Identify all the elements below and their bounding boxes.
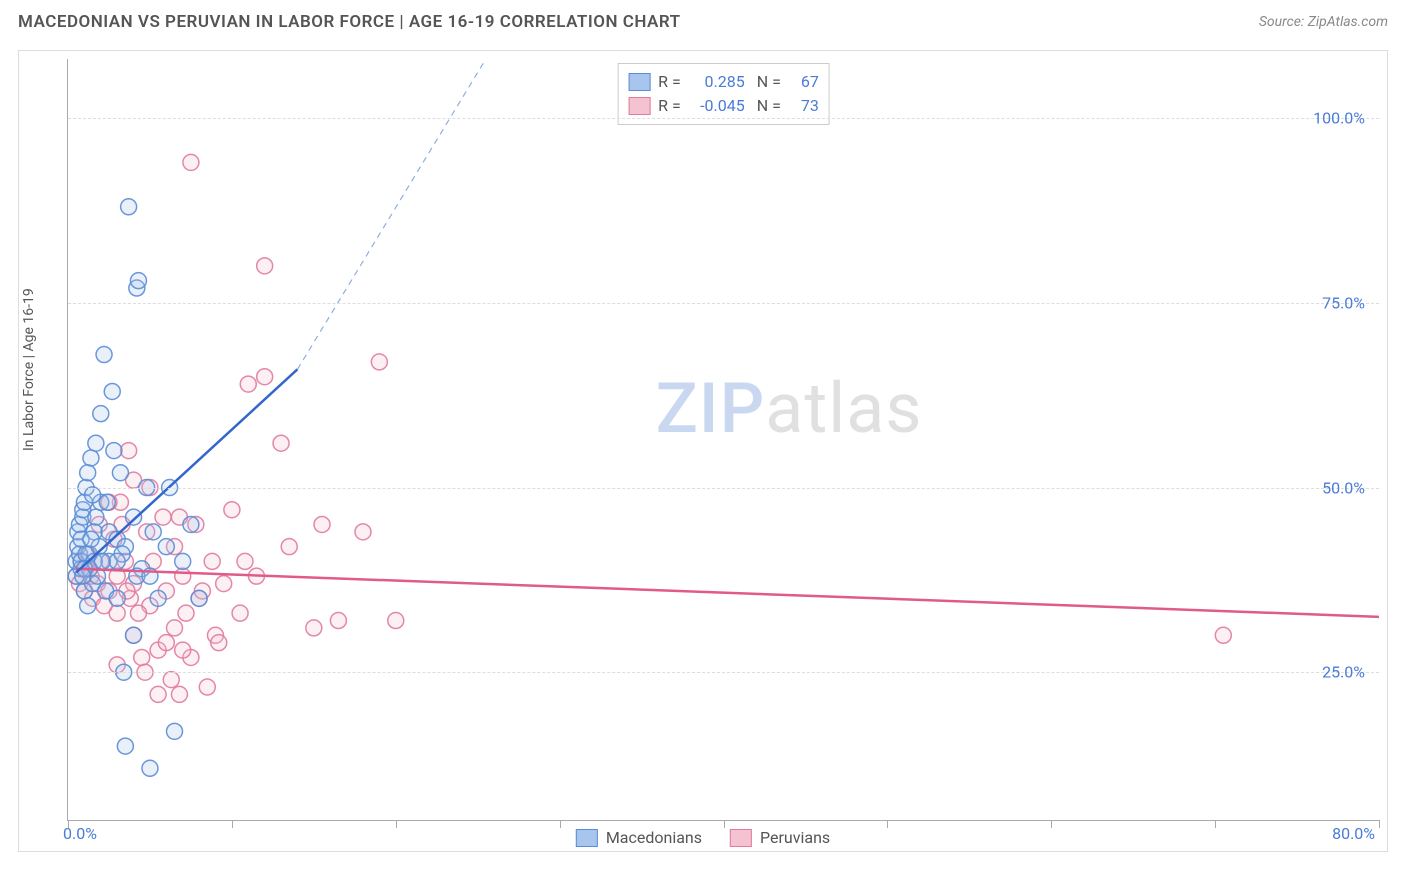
data-point xyxy=(167,620,183,636)
data-point xyxy=(158,635,174,651)
data-point xyxy=(314,516,330,532)
chart-container: In Labor Force | Age 16-19 ZIPatlas R = … xyxy=(18,50,1388,852)
source-label: Source: ZipAtlas.com xyxy=(1259,14,1388,30)
r-value-peruvians: -0.045 xyxy=(689,94,745,118)
n-value-peruvians: 73 xyxy=(789,94,819,118)
r-label: R = xyxy=(658,94,681,118)
data-point xyxy=(175,553,191,569)
legend-label: Macedonians xyxy=(606,828,702,847)
plot-svg xyxy=(68,59,1379,820)
data-point xyxy=(150,590,166,606)
data-point xyxy=(99,494,115,510)
series-legend: Macedonians Peruvians xyxy=(576,828,830,847)
y-tick-label: 25.0% xyxy=(1322,663,1365,682)
data-point xyxy=(126,627,142,643)
data-point xyxy=(121,443,137,459)
data-point xyxy=(273,435,289,451)
data-point xyxy=(117,738,133,754)
data-point xyxy=(204,553,220,569)
data-point xyxy=(281,539,297,555)
r-value-macedonians: 0.285 xyxy=(689,70,745,94)
data-point xyxy=(126,509,142,525)
data-point xyxy=(80,598,96,614)
data-point xyxy=(104,383,120,399)
data-point xyxy=(83,450,99,466)
data-point xyxy=(85,487,101,503)
data-point xyxy=(199,679,215,695)
data-point xyxy=(134,649,150,665)
y-tick-label: 75.0% xyxy=(1322,293,1365,312)
data-point xyxy=(191,590,207,606)
data-point xyxy=(150,686,166,702)
n-label: N = xyxy=(753,94,781,118)
data-point xyxy=(83,531,99,547)
y-tick-label: 50.0% xyxy=(1322,478,1365,497)
data-point xyxy=(142,760,158,776)
data-point xyxy=(167,723,183,739)
swatch-peruvians xyxy=(628,97,650,115)
data-point xyxy=(109,553,125,569)
data-point xyxy=(130,273,146,289)
data-point xyxy=(112,465,128,481)
data-point xyxy=(109,590,125,606)
data-point xyxy=(1215,627,1231,643)
legend-row-peruvians: R = -0.045 N = 73 xyxy=(628,94,819,118)
legend-label: Peruvians xyxy=(760,828,830,847)
correlation-legend: R = 0.285 N = 67 R = -0.045 N = 73 xyxy=(617,63,830,125)
y-axis-label: In Labor Force | Age 16-19 xyxy=(21,288,37,451)
legend-item: Macedonians xyxy=(576,828,702,847)
header: MACEDONIAN VS PERUVIAN IN LABOR FORCE | … xyxy=(0,0,1406,40)
data-point xyxy=(257,369,273,385)
data-point xyxy=(237,553,253,569)
data-point xyxy=(88,509,104,525)
data-point xyxy=(178,605,194,621)
x-tick-label: 80.0% xyxy=(1332,824,1375,843)
n-label: N = xyxy=(753,70,781,94)
data-point xyxy=(121,199,137,215)
data-point xyxy=(183,516,199,532)
data-point xyxy=(80,465,96,481)
data-point xyxy=(183,154,199,170)
data-point xyxy=(175,568,191,584)
trend-line xyxy=(76,569,1379,617)
data-point xyxy=(330,613,346,629)
data-point xyxy=(145,524,161,540)
plot-area: ZIPatlas R = 0.285 N = 67 R = -0.045 N =… xyxy=(67,59,1379,821)
legend-row-macedonians: R = 0.285 N = 67 xyxy=(628,70,819,94)
data-point xyxy=(371,354,387,370)
data-point xyxy=(155,509,171,525)
swatch-icon xyxy=(576,829,598,847)
data-point xyxy=(109,605,125,621)
data-point xyxy=(93,406,109,422)
x-tick-label: 0.0% xyxy=(63,824,97,843)
data-point xyxy=(355,524,371,540)
data-point xyxy=(88,435,104,451)
chart-title: MACEDONIAN VS PERUVIAN IN LABOR FORCE | … xyxy=(18,12,681,32)
swatch-macedonians xyxy=(628,73,650,91)
data-point xyxy=(163,672,179,688)
data-point xyxy=(175,642,191,658)
legend-item: Peruvians xyxy=(730,828,830,847)
data-point xyxy=(94,553,110,569)
data-point xyxy=(240,376,256,392)
data-point xyxy=(306,620,322,636)
data-point xyxy=(171,686,187,702)
data-point xyxy=(211,635,227,651)
y-tick-label: 100.0% xyxy=(1313,109,1365,128)
data-point xyxy=(257,258,273,274)
data-point xyxy=(96,347,112,363)
data-point xyxy=(158,539,174,555)
data-point xyxy=(224,502,240,518)
data-point xyxy=(232,605,248,621)
data-point xyxy=(216,576,232,592)
trend-line-extension xyxy=(297,59,485,369)
data-point xyxy=(388,613,404,629)
swatch-icon xyxy=(730,829,752,847)
r-label: R = xyxy=(658,70,681,94)
n-value-macedonians: 67 xyxy=(789,70,819,94)
data-point xyxy=(106,443,122,459)
data-point xyxy=(130,605,146,621)
trend-line xyxy=(76,369,297,572)
